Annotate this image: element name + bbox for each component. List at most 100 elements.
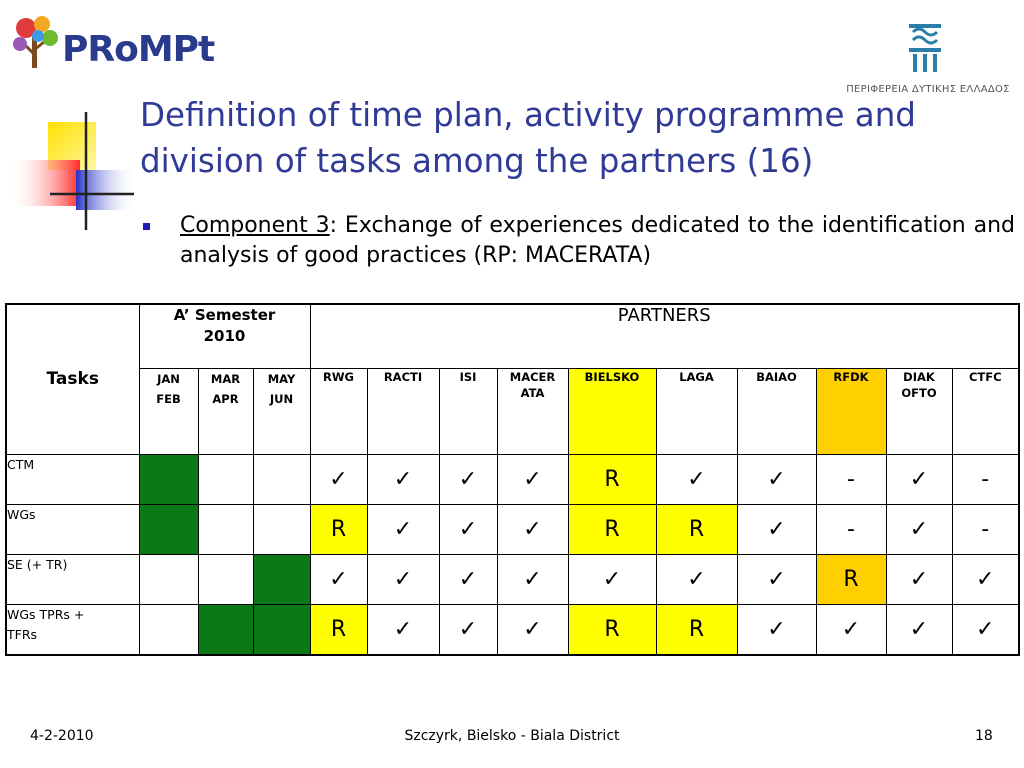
task-label-line-1: SE (+ TR) — [7, 556, 68, 572]
month-empty-cell — [252, 453, 311, 505]
month-active-cell — [138, 503, 199, 555]
responsible-cell: R — [815, 553, 887, 605]
not-involved-cell: - — [815, 453, 887, 505]
semester-header-line-1: A’ Semester — [173, 306, 276, 324]
semester-header-line-2: 2010 — [203, 327, 246, 345]
checkmark-cell: ✓ — [736, 553, 817, 605]
month-active-cell — [252, 553, 311, 605]
responsible-cell: R — [309, 503, 368, 555]
responsible-cell: R — [567, 503, 657, 555]
checkmark-cell: ✓ — [815, 603, 887, 656]
partner-header-2: ISI — [438, 367, 498, 455]
table-row: WGs TPRs + TFRs R ✓ ✓ ✓ R R ✓ ✓ ✓ ✓ — [5, 603, 1020, 656]
semester-header: A’ Semester 2010 — [138, 303, 311, 369]
month-empty-cell — [252, 503, 311, 555]
responsible-cell: R — [655, 503, 738, 555]
partner-header-4: BIELSKO — [567, 367, 657, 455]
checkmark-cell: ✓ — [885, 603, 953, 656]
decorative-squares — [14, 112, 134, 230]
checkmark-cell: ✓ — [309, 453, 368, 505]
checkmark-cell: ✓ — [885, 503, 953, 555]
month-line-1: JAN — [157, 371, 180, 386]
partner-line-1: BAIAO — [756, 369, 797, 384]
region-emblem-icon — [909, 24, 941, 72]
task-label: CTM — [5, 453, 140, 505]
month-line-2: JUN — [269, 391, 294, 406]
month-empty-cell — [197, 453, 254, 505]
partner-header-7: RFDK — [815, 367, 887, 455]
checkmark-cell: ✓ — [496, 453, 569, 505]
checkmark-cell: ✓ — [366, 553, 440, 605]
region-name: ΠΕΡΙΦΕΡΕΙΑ ΔΥΤΙΚΗΣ ΕΛΛΑΔΟΣ — [846, 84, 1010, 95]
checkmark-cell: ✓ — [438, 503, 498, 555]
month-header-1: MAR APR — [197, 367, 254, 455]
title-line-1: Definition of time plan, activity progra… — [140, 96, 916, 134]
tree-logo-icon — [13, 16, 58, 68]
partner-line-1: DIAK — [903, 369, 935, 384]
checkmark-cell: ✓ — [366, 503, 440, 555]
region-logo: ΠΕΡΙΦΕΡΕΙΑ ΔΥΤΙΚΗΣ ΕΛΛΑΔΟΣ — [835, 20, 1021, 100]
checkmark-cell: ✓ — [496, 553, 569, 605]
component-label: Component 3 — [180, 213, 330, 238]
task-label-line-1: WGs — [7, 506, 36, 522]
task-label-line-1: CTM — [7, 456, 35, 472]
not-involved-cell: - — [951, 503, 1020, 555]
partner-line-1: MACER — [509, 369, 556, 384]
checkmark-cell: ✓ — [438, 603, 498, 656]
checkmark-cell: ✓ — [366, 453, 440, 505]
checkmark-cell: ✓ — [438, 553, 498, 605]
responsible-cell: R — [309, 603, 368, 656]
footer-date: 4-2-2010 — [30, 728, 94, 744]
partner-line-1: ISI — [459, 369, 477, 384]
task-label: SE (+ TR) — [5, 553, 140, 605]
partner-line-1: RACTI — [383, 369, 423, 384]
tasks-header: Tasks — [5, 303, 140, 455]
bullet-item: Component 3: Exchange of experiences ded… — [140, 211, 1015, 271]
month-empty-cell — [138, 553, 199, 605]
month-empty-cell — [138, 603, 199, 656]
task-label-line-2: TFRs — [7, 626, 38, 642]
responsible-cell: R — [567, 603, 657, 656]
partner-line-2: ATA — [520, 385, 545, 400]
month-empty-cell — [197, 503, 254, 555]
task-label-line-1: WGs TPRs + — [7, 606, 85, 622]
checkmark-cell: ✓ — [567, 553, 657, 605]
checkmark-cell: ✓ — [736, 503, 817, 555]
month-empty-cell — [197, 553, 254, 605]
footer-location: Szczyrk, Bielsko - Biala District — [404, 728, 620, 744]
responsible-cell: R — [655, 603, 738, 656]
month-header-2: MAY JUN — [252, 367, 311, 455]
table-row: CTM ✓ ✓ ✓ ✓ R ✓ ✓ - ✓ - — [5, 453, 1020, 505]
not-involved-cell: - — [951, 453, 1020, 505]
prompt-logo: PRoMPt — [12, 14, 215, 74]
slide-title: Definition of time plan, activity progra… — [140, 92, 990, 184]
partner-line-1: CTFC — [968, 369, 1002, 384]
month-header-0: JAN FEB — [138, 367, 199, 455]
checkmark-cell: ✓ — [655, 553, 738, 605]
checkmark-cell: ✓ — [736, 453, 817, 505]
component-description: : Exchange of experiences dedicated to t… — [180, 213, 1016, 268]
checkmark-cell: ✓ — [496, 503, 569, 555]
partner-header-3: MACER ATA — [496, 367, 569, 455]
table-row: SE (+ TR) ✓ ✓ ✓ ✓ ✓ ✓ ✓ R ✓ ✓ — [5, 553, 1020, 605]
month-line-2: APR — [212, 391, 239, 406]
title-line-2: division of tasks among the partners (16… — [140, 142, 814, 180]
partner-line-1: BIELSKO — [584, 369, 640, 384]
checkmark-cell: ✓ — [736, 603, 817, 656]
checkmark-cell: ✓ — [951, 553, 1020, 605]
partner-line-2: OFTO — [901, 385, 937, 400]
partner-line-1: LAGA — [679, 369, 714, 384]
partner-line-1: RFDK — [833, 369, 869, 384]
responsible-cell: R — [567, 453, 657, 505]
task-label: WGs — [5, 503, 140, 555]
checkmark-cell: ✓ — [655, 453, 738, 505]
task-label: WGs TPRs + TFRs — [5, 603, 140, 656]
checkmark-cell: ✓ — [885, 453, 953, 505]
partner-header-6: BAIAO — [736, 367, 817, 455]
partner-header-0: RWG — [309, 367, 368, 455]
not-involved-cell: - — [815, 503, 887, 555]
partner-header-5: LAGA — [655, 367, 738, 455]
checkmark-cell: ✓ — [309, 553, 368, 605]
partner-header-1: RACTI — [366, 367, 440, 455]
logo-text: PRoMPt — [62, 29, 215, 70]
